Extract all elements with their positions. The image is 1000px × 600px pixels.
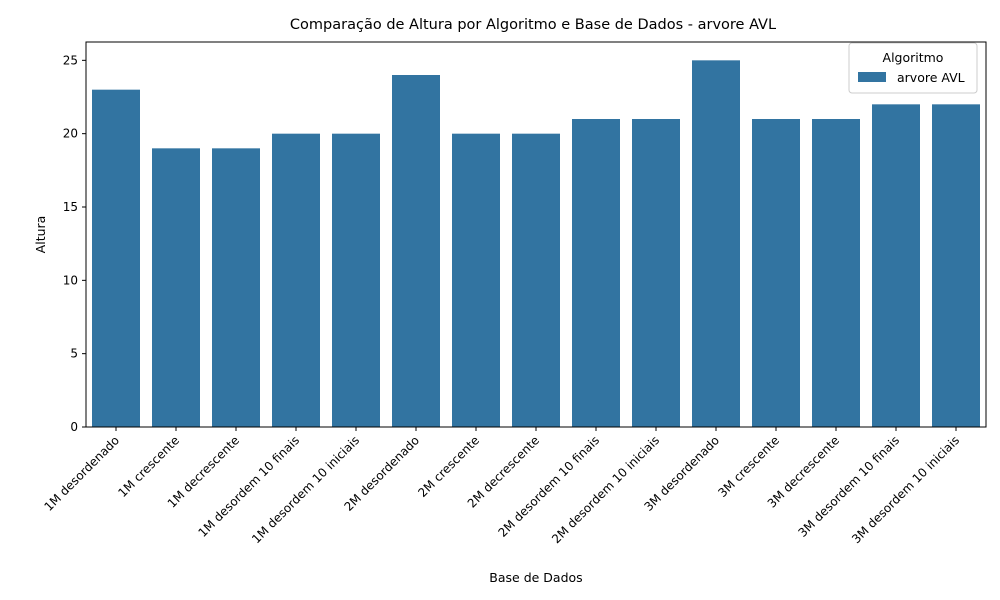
chart-title: Comparação de Altura por Algoritmo e Bas… bbox=[290, 17, 776, 33]
bar-3 bbox=[212, 148, 260, 427]
x-tick-label: 1M crescente bbox=[115, 433, 182, 500]
x-tick-label: 2M desordem 10 iniciais bbox=[549, 433, 662, 546]
y-tick-label: 0 bbox=[70, 420, 78, 434]
legend: Algoritmo arvore AVL bbox=[848, 42, 978, 94]
y-axis: 0 5 10 15 20 25 bbox=[63, 53, 86, 434]
x-tick-label: 3M crescente bbox=[715, 433, 782, 500]
y-axis-label: Altura bbox=[33, 216, 48, 254]
x-axis-label: Base de Dados bbox=[489, 570, 582, 585]
y-tick-label: 15 bbox=[63, 200, 78, 214]
y-tick-label: 25 bbox=[63, 53, 78, 67]
y-tick-label: 20 bbox=[63, 127, 78, 141]
bar-8 bbox=[512, 133, 560, 428]
bar-11 bbox=[692, 60, 740, 427]
x-tick-label: 1M desordem 10 iniciais bbox=[249, 433, 362, 546]
x-tick-label: 1M desordem 10 finais bbox=[195, 433, 302, 540]
y-tick-label: 5 bbox=[70, 347, 78, 361]
bars-layer bbox=[92, 60, 980, 428]
bar-15 bbox=[932, 104, 980, 427]
bar-12 bbox=[752, 119, 800, 427]
x-tick-label: 2M crescente bbox=[415, 433, 482, 500]
y-tick-label: 10 bbox=[63, 273, 78, 287]
bar-1 bbox=[92, 89, 140, 428]
bar-13 bbox=[812, 119, 860, 427]
bar-10 bbox=[632, 119, 680, 427]
bar-5 bbox=[332, 133, 380, 428]
legend-entry-label: arvore AVL bbox=[897, 70, 965, 85]
x-tick-label: 3M desordem 10 finais bbox=[795, 433, 902, 540]
x-tick-label: 1M desordenado bbox=[41, 433, 122, 514]
bar-4 bbox=[272, 133, 320, 428]
legend-title: Algoritmo bbox=[883, 50, 944, 65]
bar-7 bbox=[452, 133, 500, 428]
legend-swatch bbox=[858, 72, 886, 82]
plot-frame bbox=[85, 41, 987, 428]
x-tick-label: 3M desordem 10 iniciais bbox=[849, 433, 962, 546]
x-tick-label: 2M desordem 10 finais bbox=[495, 433, 602, 540]
bar-14 bbox=[872, 104, 920, 427]
bar-9 bbox=[572, 119, 620, 427]
bar-2 bbox=[152, 148, 200, 427]
bar-6 bbox=[392, 75, 440, 427]
